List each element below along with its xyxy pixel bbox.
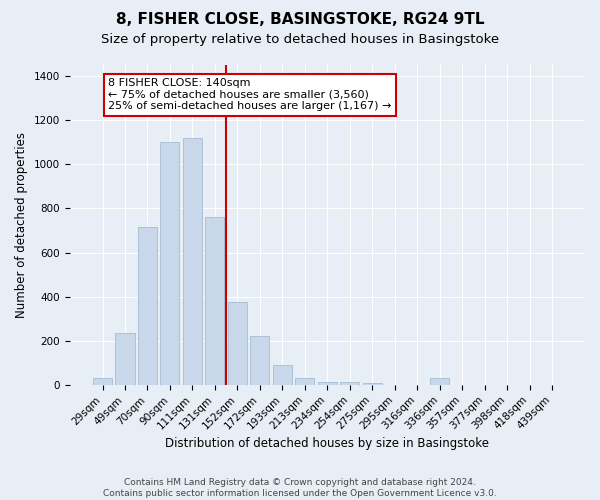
Bar <box>160 142 179 385</box>
Bar <box>115 333 134 385</box>
Bar <box>250 336 269 385</box>
Text: 8, FISHER CLOSE, BASINGSTOKE, RG24 9TL: 8, FISHER CLOSE, BASINGSTOKE, RG24 9TL <box>116 12 484 28</box>
Bar <box>273 365 292 385</box>
Bar <box>362 382 382 385</box>
Bar <box>138 227 157 385</box>
Bar <box>318 382 337 385</box>
Text: 8 FISHER CLOSE: 140sqm
← 75% of detached houses are smaller (3,560)
25% of semi-: 8 FISHER CLOSE: 140sqm ← 75% of detached… <box>108 78 392 112</box>
Bar <box>295 378 314 385</box>
Bar <box>430 378 449 385</box>
Text: Contains HM Land Registry data © Crown copyright and database right 2024.
Contai: Contains HM Land Registry data © Crown c… <box>103 478 497 498</box>
Bar <box>228 302 247 385</box>
Bar <box>340 382 359 385</box>
Y-axis label: Number of detached properties: Number of detached properties <box>15 132 28 318</box>
Bar <box>93 378 112 385</box>
Text: Size of property relative to detached houses in Basingstoke: Size of property relative to detached ho… <box>101 32 499 46</box>
X-axis label: Distribution of detached houses by size in Basingstoke: Distribution of detached houses by size … <box>165 437 489 450</box>
Bar <box>183 138 202 385</box>
Bar <box>205 217 224 385</box>
